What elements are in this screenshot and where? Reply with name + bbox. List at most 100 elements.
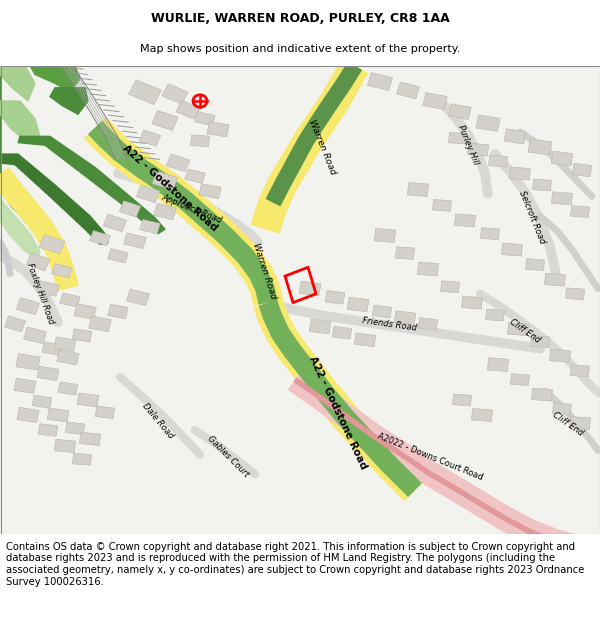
Bar [571, 365, 589, 377]
Bar [509, 167, 530, 180]
Bar [418, 318, 438, 330]
Bar [504, 129, 526, 144]
Bar [74, 304, 96, 319]
Bar [533, 179, 551, 191]
Bar [485, 309, 505, 321]
Text: Approach Road: Approach Road [161, 192, 223, 225]
Bar [467, 143, 488, 156]
Bar [551, 151, 573, 166]
Bar [119, 201, 140, 217]
Text: A22 - Godstone Road: A22 - Godstone Road [307, 354, 368, 471]
Polygon shape [0, 154, 108, 244]
Bar [422, 92, 448, 109]
Bar [89, 316, 111, 332]
Text: Purley Hill: Purley Hill [456, 124, 480, 166]
Bar [140, 219, 160, 234]
Polygon shape [0, 66, 35, 101]
Bar [449, 104, 471, 119]
Bar [374, 229, 395, 242]
Bar [571, 206, 589, 217]
Polygon shape [0, 66, 40, 260]
Bar [347, 297, 369, 312]
Bar [108, 304, 128, 319]
Bar [199, 184, 221, 199]
Bar [569, 416, 590, 429]
Bar [195, 111, 215, 126]
Bar [476, 115, 500, 131]
Bar [89, 231, 110, 246]
Bar [449, 132, 467, 144]
Bar [395, 247, 415, 259]
Bar [124, 233, 146, 249]
Bar [332, 326, 352, 339]
Bar [60, 293, 80, 307]
Bar [299, 281, 321, 296]
Bar [550, 349, 571, 362]
Bar [4, 316, 26, 332]
Bar [58, 382, 78, 395]
Bar [37, 281, 59, 296]
Bar [397, 82, 419, 99]
Bar [139, 130, 161, 146]
Bar [452, 394, 472, 406]
Bar [207, 122, 229, 137]
Bar [572, 163, 592, 177]
Text: A22 - Godstone Road: A22 - Godstone Road [121, 142, 219, 232]
Bar [38, 424, 58, 436]
Bar [103, 214, 127, 232]
Text: Warren Road: Warren Road [251, 242, 277, 300]
Bar [176, 101, 200, 119]
Bar [185, 169, 205, 183]
Bar [566, 288, 584, 300]
Text: Gables Court: Gables Court [206, 434, 250, 479]
Text: WURLIE, WARREN ROAD, PURLEY, CR8 1AA: WURLIE, WARREN ROAD, PURLEY, CR8 1AA [151, 12, 449, 25]
Polygon shape [50, 88, 88, 114]
Bar [488, 155, 508, 167]
Bar [65, 422, 85, 434]
Bar [73, 453, 91, 465]
Bar [407, 182, 428, 196]
Bar [367, 72, 392, 91]
Bar [325, 291, 345, 304]
Text: Warren Road: Warren Road [307, 118, 337, 176]
Bar [502, 243, 523, 256]
Bar [526, 259, 544, 271]
Bar [39, 235, 65, 254]
Bar [553, 402, 571, 415]
Bar [544, 273, 566, 286]
Bar [95, 406, 115, 419]
Bar [454, 214, 476, 227]
Bar [532, 388, 553, 401]
Bar [154, 203, 176, 220]
Polygon shape [30, 66, 80, 92]
Bar [47, 408, 69, 422]
Bar [79, 432, 101, 446]
Bar [52, 264, 72, 278]
Bar [487, 357, 509, 371]
Bar [26, 253, 50, 271]
Bar [16, 354, 40, 370]
Polygon shape [0, 66, 52, 238]
Text: Contains OS data © Crown copyright and database right 2021. This information is : Contains OS data © Crown copyright and d… [6, 542, 584, 586]
Bar [42, 342, 62, 356]
Text: Foxley Hill Road: Foxley Hill Road [25, 262, 55, 326]
Bar [32, 395, 52, 408]
Bar [433, 199, 451, 211]
Bar [136, 185, 160, 202]
Bar [418, 262, 439, 276]
Bar [354, 333, 376, 347]
Bar [54, 337, 76, 351]
Polygon shape [0, 101, 40, 141]
Text: Cliff End: Cliff End [551, 410, 585, 437]
Bar [23, 327, 46, 344]
Bar [57, 350, 79, 365]
Bar [508, 322, 529, 336]
Text: A2022 - Downs Court Road: A2022 - Downs Court Road [376, 431, 484, 482]
Bar [528, 139, 552, 155]
Bar [128, 80, 161, 104]
Bar [530, 336, 550, 348]
Bar [152, 111, 178, 131]
Text: Friends Road: Friends Road [362, 316, 418, 332]
Bar [372, 305, 392, 318]
Bar [481, 228, 499, 239]
